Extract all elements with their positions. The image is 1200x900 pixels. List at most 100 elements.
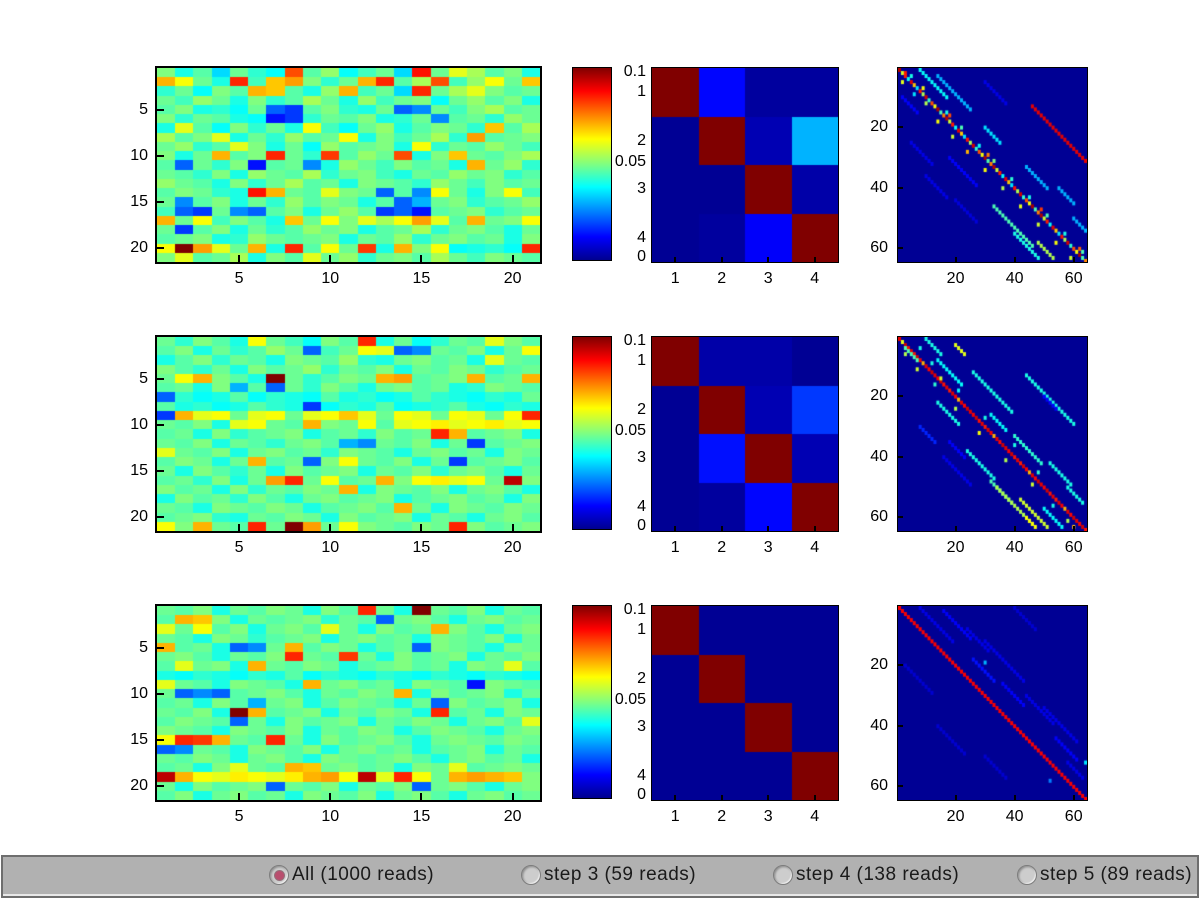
alignment-matrix-canvas bbox=[898, 337, 1087, 531]
tick-mark bbox=[954, 526, 957, 531]
tick-label: 0 bbox=[637, 248, 646, 265]
tick-label: 20 bbox=[870, 656, 888, 674]
tick-mark bbox=[511, 793, 514, 800]
tick-label: 2 bbox=[637, 131, 646, 149]
tick-label: 0.05 bbox=[614, 691, 646, 708]
pair-matrix bbox=[651, 67, 839, 263]
alignment-matrix bbox=[897, 336, 1088, 532]
tick-mark bbox=[238, 255, 241, 262]
tick-mark bbox=[157, 247, 164, 250]
tick-label: 20 bbox=[870, 118, 888, 136]
tick-mark bbox=[1013, 257, 1016, 262]
tick-label: 40 bbox=[1005, 539, 1024, 556]
tick-label: 0 bbox=[637, 786, 646, 803]
tick-label: 1 bbox=[637, 621, 646, 639]
colorbar bbox=[572, 67, 612, 261]
tick-label: 4 bbox=[637, 228, 646, 246]
tick-label: 4 bbox=[810, 270, 820, 287]
tick-label: 40 bbox=[870, 447, 888, 465]
tick-mark bbox=[157, 785, 164, 788]
tick-mark bbox=[420, 793, 423, 800]
tick-mark bbox=[329, 793, 332, 800]
tick-label: 1 bbox=[637, 352, 646, 370]
tick-label: 4 bbox=[637, 766, 646, 784]
tick-label: 40 bbox=[1005, 808, 1024, 825]
tick-mark bbox=[157, 738, 164, 741]
reads-heatmap-canvas bbox=[157, 337, 540, 531]
reads-heatmap-canvas bbox=[157, 68, 540, 262]
tick-label: 20 bbox=[503, 539, 522, 556]
radio-label-step-4: step 4 (138 reads) bbox=[796, 864, 960, 885]
tick-mark bbox=[1072, 795, 1075, 800]
alignment-matrix-canvas bbox=[898, 68, 1087, 262]
tick-label: 20 bbox=[130, 777, 148, 795]
alignment-matrix bbox=[897, 67, 1088, 263]
tick-label: 0 bbox=[637, 517, 646, 534]
radio-option-step-5[interactable]: step 5 (89 reads) bbox=[1017, 864, 1192, 886]
tick-mark bbox=[238, 793, 241, 800]
tick-label: 15 bbox=[130, 192, 148, 210]
tick-label: 10 bbox=[321, 539, 340, 556]
reads-filter-toolbar: All (1000 reads) step 3 (59 reads) step … bbox=[1, 855, 1199, 898]
tick-label: 3 bbox=[637, 449, 646, 467]
tick-label: 0.1 bbox=[623, 63, 646, 80]
tick-mark bbox=[329, 524, 332, 531]
tick-label: 40 bbox=[870, 178, 888, 196]
tick-mark bbox=[420, 524, 423, 531]
radio-option-step-4[interactable]: step 4 (138 reads) bbox=[773, 864, 959, 886]
tick-label: 15 bbox=[412, 270, 431, 287]
tick-mark bbox=[767, 526, 770, 531]
tick-mark bbox=[898, 395, 903, 398]
tick-mark bbox=[720, 795, 723, 800]
tick-mark bbox=[767, 257, 770, 262]
tick-mark bbox=[157, 469, 164, 472]
tick-mark bbox=[511, 524, 514, 531]
tick-label: 15 bbox=[130, 461, 148, 479]
radio-button-step-5[interactable] bbox=[1017, 865, 1037, 885]
tick-label: 20 bbox=[870, 387, 888, 405]
radio-option-all[interactable]: All (1000 reads) bbox=[269, 864, 434, 886]
radio-button-step-4[interactable] bbox=[773, 865, 793, 885]
radio-label-all: All (1000 reads) bbox=[292, 864, 435, 885]
reads-heatmap bbox=[155, 604, 542, 802]
radio-button-all[interactable] bbox=[269, 865, 289, 885]
tick-mark bbox=[157, 154, 164, 157]
tick-mark bbox=[1072, 257, 1075, 262]
tick-label: 3 bbox=[763, 539, 773, 556]
tick-label: 1 bbox=[670, 270, 680, 287]
tick-label: 5 bbox=[139, 100, 148, 118]
tick-mark bbox=[813, 257, 816, 262]
tick-label: 20 bbox=[130, 239, 148, 257]
alignment-matrix bbox=[897, 605, 1088, 801]
tick-label: 4 bbox=[810, 808, 820, 825]
tick-label: 3 bbox=[763, 270, 773, 287]
tick-mark bbox=[898, 724, 903, 727]
tick-label: 3 bbox=[763, 808, 773, 825]
colorbar bbox=[572, 336, 612, 530]
radio-button-step-3[interactable] bbox=[521, 865, 541, 885]
tick-label: 20 bbox=[503, 808, 522, 825]
pair-matrix bbox=[651, 336, 839, 532]
radio-option-step-3[interactable]: step 3 (59 reads) bbox=[521, 864, 696, 886]
pair-matrix bbox=[651, 605, 839, 801]
pair-matrix-canvas bbox=[652, 68, 838, 262]
tick-mark bbox=[898, 126, 903, 129]
tick-label: 1 bbox=[637, 83, 646, 101]
tick-label: 0.1 bbox=[623, 332, 646, 349]
tick-label: 60 bbox=[870, 508, 888, 526]
tick-mark bbox=[157, 646, 164, 649]
tick-label: 3 bbox=[637, 180, 646, 198]
tick-label: 10 bbox=[130, 146, 148, 164]
tick-label: 20 bbox=[946, 539, 965, 556]
alignment-matrix-canvas bbox=[898, 606, 1087, 800]
tick-mark bbox=[674, 795, 677, 800]
tick-mark bbox=[1013, 795, 1016, 800]
tick-label: 1 bbox=[670, 539, 680, 556]
tick-mark bbox=[898, 186, 903, 189]
tick-mark bbox=[720, 526, 723, 531]
pair-matrix-canvas bbox=[652, 337, 838, 531]
tick-label: 0.05 bbox=[614, 153, 646, 170]
tick-label: 4 bbox=[637, 497, 646, 515]
tick-label: 2 bbox=[717, 539, 727, 556]
tick-label: 20 bbox=[946, 808, 965, 825]
